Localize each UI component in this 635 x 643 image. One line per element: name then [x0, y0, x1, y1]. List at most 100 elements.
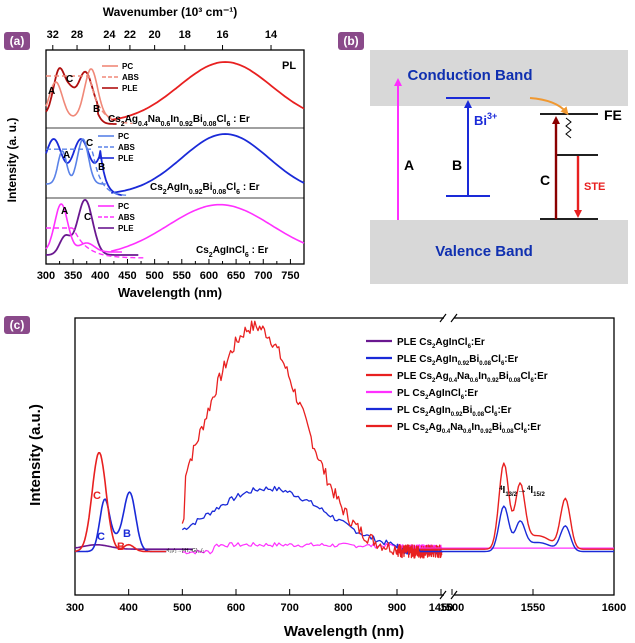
ple-cs2agnainbicl6-curve [74, 452, 167, 553]
x-tick-label-300: 300 [37, 270, 55, 282]
axis-break-marks-bottom [439, 590, 458, 600]
c-legend-label-2: PLE Cs2Ag0.4Na0.6In0.92Bi0.08Cl6:Er [397, 371, 548, 384]
abs-magenta-curve [46, 227, 144, 259]
axis-break-gap [444, 312, 454, 602]
peak-letter-7: C [84, 212, 91, 223]
pl-blue-curve [111, 133, 305, 194]
top-tick-label-14: 14 [265, 29, 278, 41]
c-x-tick-label-1450: 1450 [429, 602, 453, 614]
valence-band [370, 220, 628, 284]
c-x-tick-label-600: 600 [227, 602, 245, 614]
legend-label-red-abs: ABS [122, 73, 140, 82]
x-tick-label-500: 500 [145, 270, 163, 282]
er-transition-label: 4I13/2→4I15/2 [499, 485, 545, 498]
c-x-tick-label-1500: 1500 [440, 602, 464, 614]
c-peak-letter-2: B [123, 528, 131, 540]
transition-b-label: B [452, 157, 462, 173]
panel-a-ylabel: Intensity (a. u.) [5, 118, 19, 203]
c-legend-label-0: PLE Cs2AgInCl6:Er [397, 337, 485, 350]
top-tick-label-32: 32 [47, 29, 59, 41]
legend-label-red-ple: PLE [122, 84, 138, 93]
legend-label-magenta-ple: PLE [118, 224, 134, 233]
c-x-tick-label-1550: 1550 [521, 602, 545, 614]
pl-label: PL [282, 60, 296, 72]
panel-a-curves [45, 61, 305, 259]
panel-c-ylabel: Intensity (a.u.) [27, 404, 44, 506]
legend-label-magenta-pc: PC [118, 202, 129, 211]
compound-label-3: Cs2AgInCl6 : Er [196, 245, 268, 259]
peak-letter-3: A [63, 150, 70, 161]
top-tick-label-24: 24 [103, 29, 116, 41]
c-legend-label-1: PLE Cs2AgIn0.92Bi0.08Cl6:Er [397, 354, 518, 367]
pc-red-curve [45, 68, 112, 119]
top-axis-ticks: 32 28 24 22 20 18 16 14 [47, 29, 278, 50]
panel-c-tag [4, 316, 30, 334]
legend-label-magenta-abs: ABS [118, 213, 136, 222]
x-tick-label-400: 400 [91, 270, 109, 282]
top-tick-label-28: 28 [71, 29, 83, 41]
abs-blue-curve [46, 148, 128, 197]
c-peak-letter-3: B [117, 541, 125, 553]
x-tick-label-550: 550 [173, 270, 191, 282]
legend-label-blue-pc: PC [118, 132, 129, 141]
x-tick-label-600: 600 [200, 270, 218, 282]
panel-a-xlabel: Wavelength (nm) [118, 285, 222, 300]
top-tick-label-16: 16 [216, 29, 228, 41]
bi-label: Bi3+ [474, 111, 497, 128]
ste-label: STE [584, 181, 605, 193]
pl-red-curve [111, 61, 305, 121]
relaxation-squiggle [565, 117, 572, 139]
pc-magenta-curve [45, 203, 122, 253]
pl-er-red-nir [419, 462, 614, 550]
transition-a-label: A [404, 157, 414, 173]
panel-c-legend: PLE Cs2AgInCl6:Er PLE Cs2AgIn0.92Bi0.08Cl… [366, 337, 548, 435]
peak-letter-5: B [98, 162, 105, 173]
conduction-band-label: Conduction Band [408, 67, 533, 84]
c-peak-letter-0: C [93, 490, 101, 502]
panel-b-tag [338, 32, 364, 50]
c-legend-label-4: PL Cs2AgIn0.92Bi0.08Cl6:Er [397, 405, 511, 418]
conduction-band [370, 50, 628, 106]
c-x-tick-label-900: 900 [388, 602, 406, 614]
legend-label-blue-ple: PLE [118, 154, 134, 163]
transition-c-label: C [540, 172, 550, 188]
pc-blue-curve [45, 138, 106, 185]
panel-c-peak-letters: CC BB [93, 490, 131, 553]
peak-letter-6: A [61, 206, 68, 217]
panel-c-frame [74, 317, 615, 596]
pl-magenta-curve [110, 203, 305, 252]
c-legend-label-5: PL Cs2Ag0.4Na0.6In0.92Bi0.08Cl6:Er [397, 422, 541, 435]
c-x-tick-label-800: 800 [334, 602, 352, 614]
valence-band-label: Valence Band [435, 243, 533, 260]
panel-c-xlabel: Wavelength (nm) [284, 623, 404, 640]
panel-a-tag-text: (a) [10, 34, 25, 48]
panel-a-tag [4, 32, 30, 50]
top-axis-label: Wavenumber (10³ cm⁻¹) [103, 5, 238, 19]
c-x-tick-label-700: 700 [280, 602, 298, 614]
panel-a-x-ticks: 300 350 400 450 500 550 600 650 700 750 [37, 259, 305, 282]
peak-letter-1: A [48, 86, 55, 97]
legend-label-blue-abs: ABS [118, 143, 136, 152]
c-x-tick-label-300: 300 [66, 602, 84, 614]
x-tick-label-750: 750 [281, 270, 299, 282]
top-tick-label-20: 20 [149, 29, 161, 41]
c-x-tick-label-400: 400 [119, 602, 137, 614]
c-legend-label-3: PL Cs2AgInCl6:Er [397, 388, 478, 401]
panel-a: (a) Wavenumber (10³ cm⁻¹) 32 28 24 22 20 18 16… [4, 5, 305, 300]
compound-label-2: Cs2AgIn0.92Bi0.08Cl6 : Er [150, 182, 260, 196]
x-tick-label-350: 350 [64, 270, 82, 282]
pl-er-blue-nir [419, 505, 614, 553]
panel-a-legends: PC ABS PLE PC ABS PLE PC ABS PLE [98, 62, 140, 233]
top-tick-label-18: 18 [179, 29, 191, 41]
x-tick-label-700: 700 [254, 270, 272, 282]
c-x-tick-label-1600: 1600 [602, 602, 626, 614]
small-transition-label: ⁴I₁₅/₂→(²H,⁴G)₁₁/₂ [166, 548, 204, 554]
c-x-tick-label-500: 500 [173, 602, 191, 614]
top-tick-label-22: 22 [124, 29, 136, 41]
fe-label: FE [604, 107, 622, 123]
panel-b: (b) Conduction Band Valence Band A B Bi3… [338, 32, 628, 284]
x-tick-label-450: 450 [118, 270, 136, 282]
